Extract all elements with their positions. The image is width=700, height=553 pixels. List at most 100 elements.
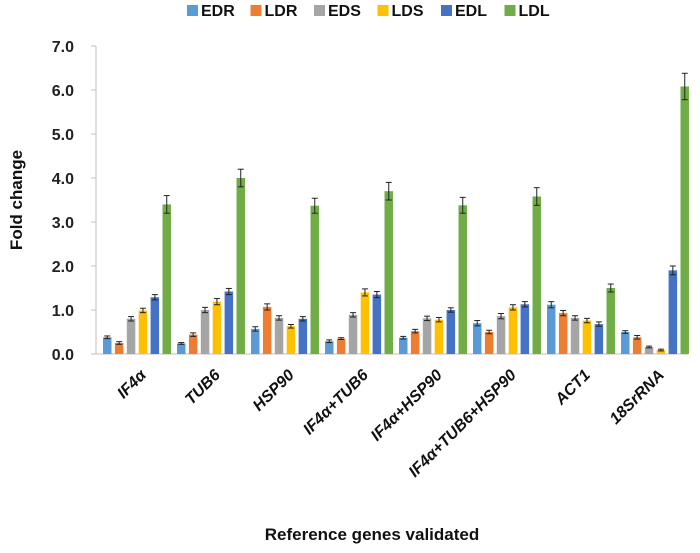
error-bar-lds-0 <box>139 307 146 314</box>
error-bar-ldr-1 <box>190 332 197 337</box>
bar-eds-5 <box>496 316 506 354</box>
bar-ldl-3 <box>384 191 393 354</box>
bar-eds-7 <box>644 346 654 354</box>
bar-edr-6 <box>547 304 556 354</box>
bar-eds-2 <box>274 317 284 354</box>
error-bar-edl-4 <box>447 307 454 313</box>
error-bar-eds-5 <box>498 313 505 320</box>
y-axis-title: Fold change <box>7 150 26 250</box>
error-bar-eds-4 <box>424 315 431 322</box>
bar-lds-6 <box>582 320 592 354</box>
bar-eds-6 <box>570 317 580 354</box>
y-tick-label: 2.0 <box>52 259 74 276</box>
error-bar-ldl-5 <box>533 187 540 206</box>
legend-label: LDS <box>392 3 424 20</box>
legend-label: LDR <box>265 3 298 20</box>
y-tick-label: 3.0 <box>52 215 74 232</box>
error-bar-ldl-1 <box>237 168 244 188</box>
error-bar-ldl-2 <box>311 197 318 214</box>
category-label: 18SrRNA <box>607 367 668 428</box>
legend-swatch <box>504 5 516 16</box>
y-tick-label: 1.0 <box>52 303 74 320</box>
bar-edl-1 <box>224 291 234 354</box>
error-bar-edl-1 <box>225 287 232 296</box>
x-axis-title: Reference genes validated <box>265 525 479 544</box>
error-bar-edr-6 <box>548 301 555 309</box>
y-tick-label: 7.0 <box>52 39 74 56</box>
legend-label: EDL <box>455 3 487 20</box>
bar-lds-0 <box>138 310 148 354</box>
error-bar-ldl-4 <box>459 196 466 214</box>
error-bar-eds-0 <box>128 316 135 322</box>
bar-lds-2 <box>286 326 296 354</box>
legend-item-eds: EDS <box>314 3 361 20</box>
bar-lds-3 <box>360 292 370 354</box>
bar-ldl-5 <box>532 196 541 354</box>
bar-eds-3 <box>348 314 358 354</box>
legend-item-lds: LDS <box>377 3 424 20</box>
legend-label: EDR <box>201 3 235 20</box>
error-bar-eds-6 <box>572 315 579 321</box>
y-tick-label: 6.0 <box>52 83 74 100</box>
error-bar-edl-5 <box>521 301 528 308</box>
error-bar-lds-4 <box>435 316 442 323</box>
error-bar-ldl-6 <box>607 283 614 293</box>
error-bar-lds-7 <box>657 348 664 352</box>
error-bar-ldl-0 <box>163 195 170 214</box>
error-bar-eds-2 <box>276 315 283 321</box>
legend-label: EDS <box>328 3 361 20</box>
category-label: IF4α+TUB6 <box>300 367 372 439</box>
bar-ldr-1 <box>188 334 198 354</box>
error-bar-edr-4 <box>400 335 407 340</box>
error-bar-edl-7 <box>669 265 676 276</box>
y-tick-label: 0.0 <box>52 347 74 364</box>
bar-edl-2 <box>298 318 308 354</box>
legend-swatch <box>377 5 389 16</box>
error-bar-ldr-7 <box>634 335 641 340</box>
category-labels: IF4α TUB6 HSP90 IF4α+TUB6IF4α+HSP90IF4α+TUB… <box>114 366 667 481</box>
bar-ldl-7 <box>680 86 689 354</box>
bar-ldl-2 <box>310 205 319 354</box>
bar-eds-4 <box>422 318 432 354</box>
bar-lds-7 <box>656 350 666 354</box>
bar-ldr-2 <box>262 306 272 354</box>
error-bar-lds-3 <box>361 288 368 297</box>
error-bar-edr-1 <box>178 342 185 345</box>
error-bar-ldr-4 <box>412 328 419 334</box>
error-bar-edl-6 <box>595 321 602 327</box>
error-bar-lds-6 <box>583 317 590 324</box>
bar-ldl-4 <box>458 205 467 354</box>
bars <box>103 72 689 354</box>
bar-edl-6 <box>594 324 604 354</box>
bar-ldr-6 <box>558 313 568 354</box>
bar-ldl-6 <box>606 288 615 354</box>
error-bar-ldr-6 <box>560 309 567 317</box>
y-axis: 0.0 1.0 2.0 3.0 4.0 5.0 6.0 7.0 <box>52 39 97 364</box>
bar-ldr-0 <box>114 343 124 354</box>
bar-eds-1 <box>200 310 210 354</box>
category-label: IF4α <box>114 366 150 402</box>
bar-ldl-1 <box>236 178 245 354</box>
legend-item-ldl: LDL <box>504 3 550 20</box>
error-bar-ldl-3 <box>385 181 392 201</box>
bar-ldr-3 <box>336 338 346 354</box>
error-bar-edr-0 <box>104 335 111 340</box>
error-bar-lds-1 <box>213 298 220 306</box>
error-bar-ldr-3 <box>338 337 345 340</box>
legend: EDR LDR EDS LDS EDL LDL <box>187 3 550 20</box>
bar-edr-4 <box>399 337 408 354</box>
error-bar-edl-3 <box>373 291 380 299</box>
error-bar-lds-5 <box>509 304 516 311</box>
error-bar-edr-7 <box>622 330 629 334</box>
bar-ldr-4 <box>410 331 420 354</box>
bar-lds-4 <box>434 319 444 354</box>
error-bar-edl-0 <box>151 294 158 301</box>
bar-lds-5 <box>508 307 518 354</box>
category-label: TUB6 <box>182 367 224 409</box>
y-tick-label: 5.0 <box>52 127 74 144</box>
category-label: IF4α+HSP90 <box>368 367 446 445</box>
bar-edl-5 <box>520 304 530 354</box>
legend-label: LDL <box>519 3 550 20</box>
category-label: HSP90 <box>250 367 298 415</box>
